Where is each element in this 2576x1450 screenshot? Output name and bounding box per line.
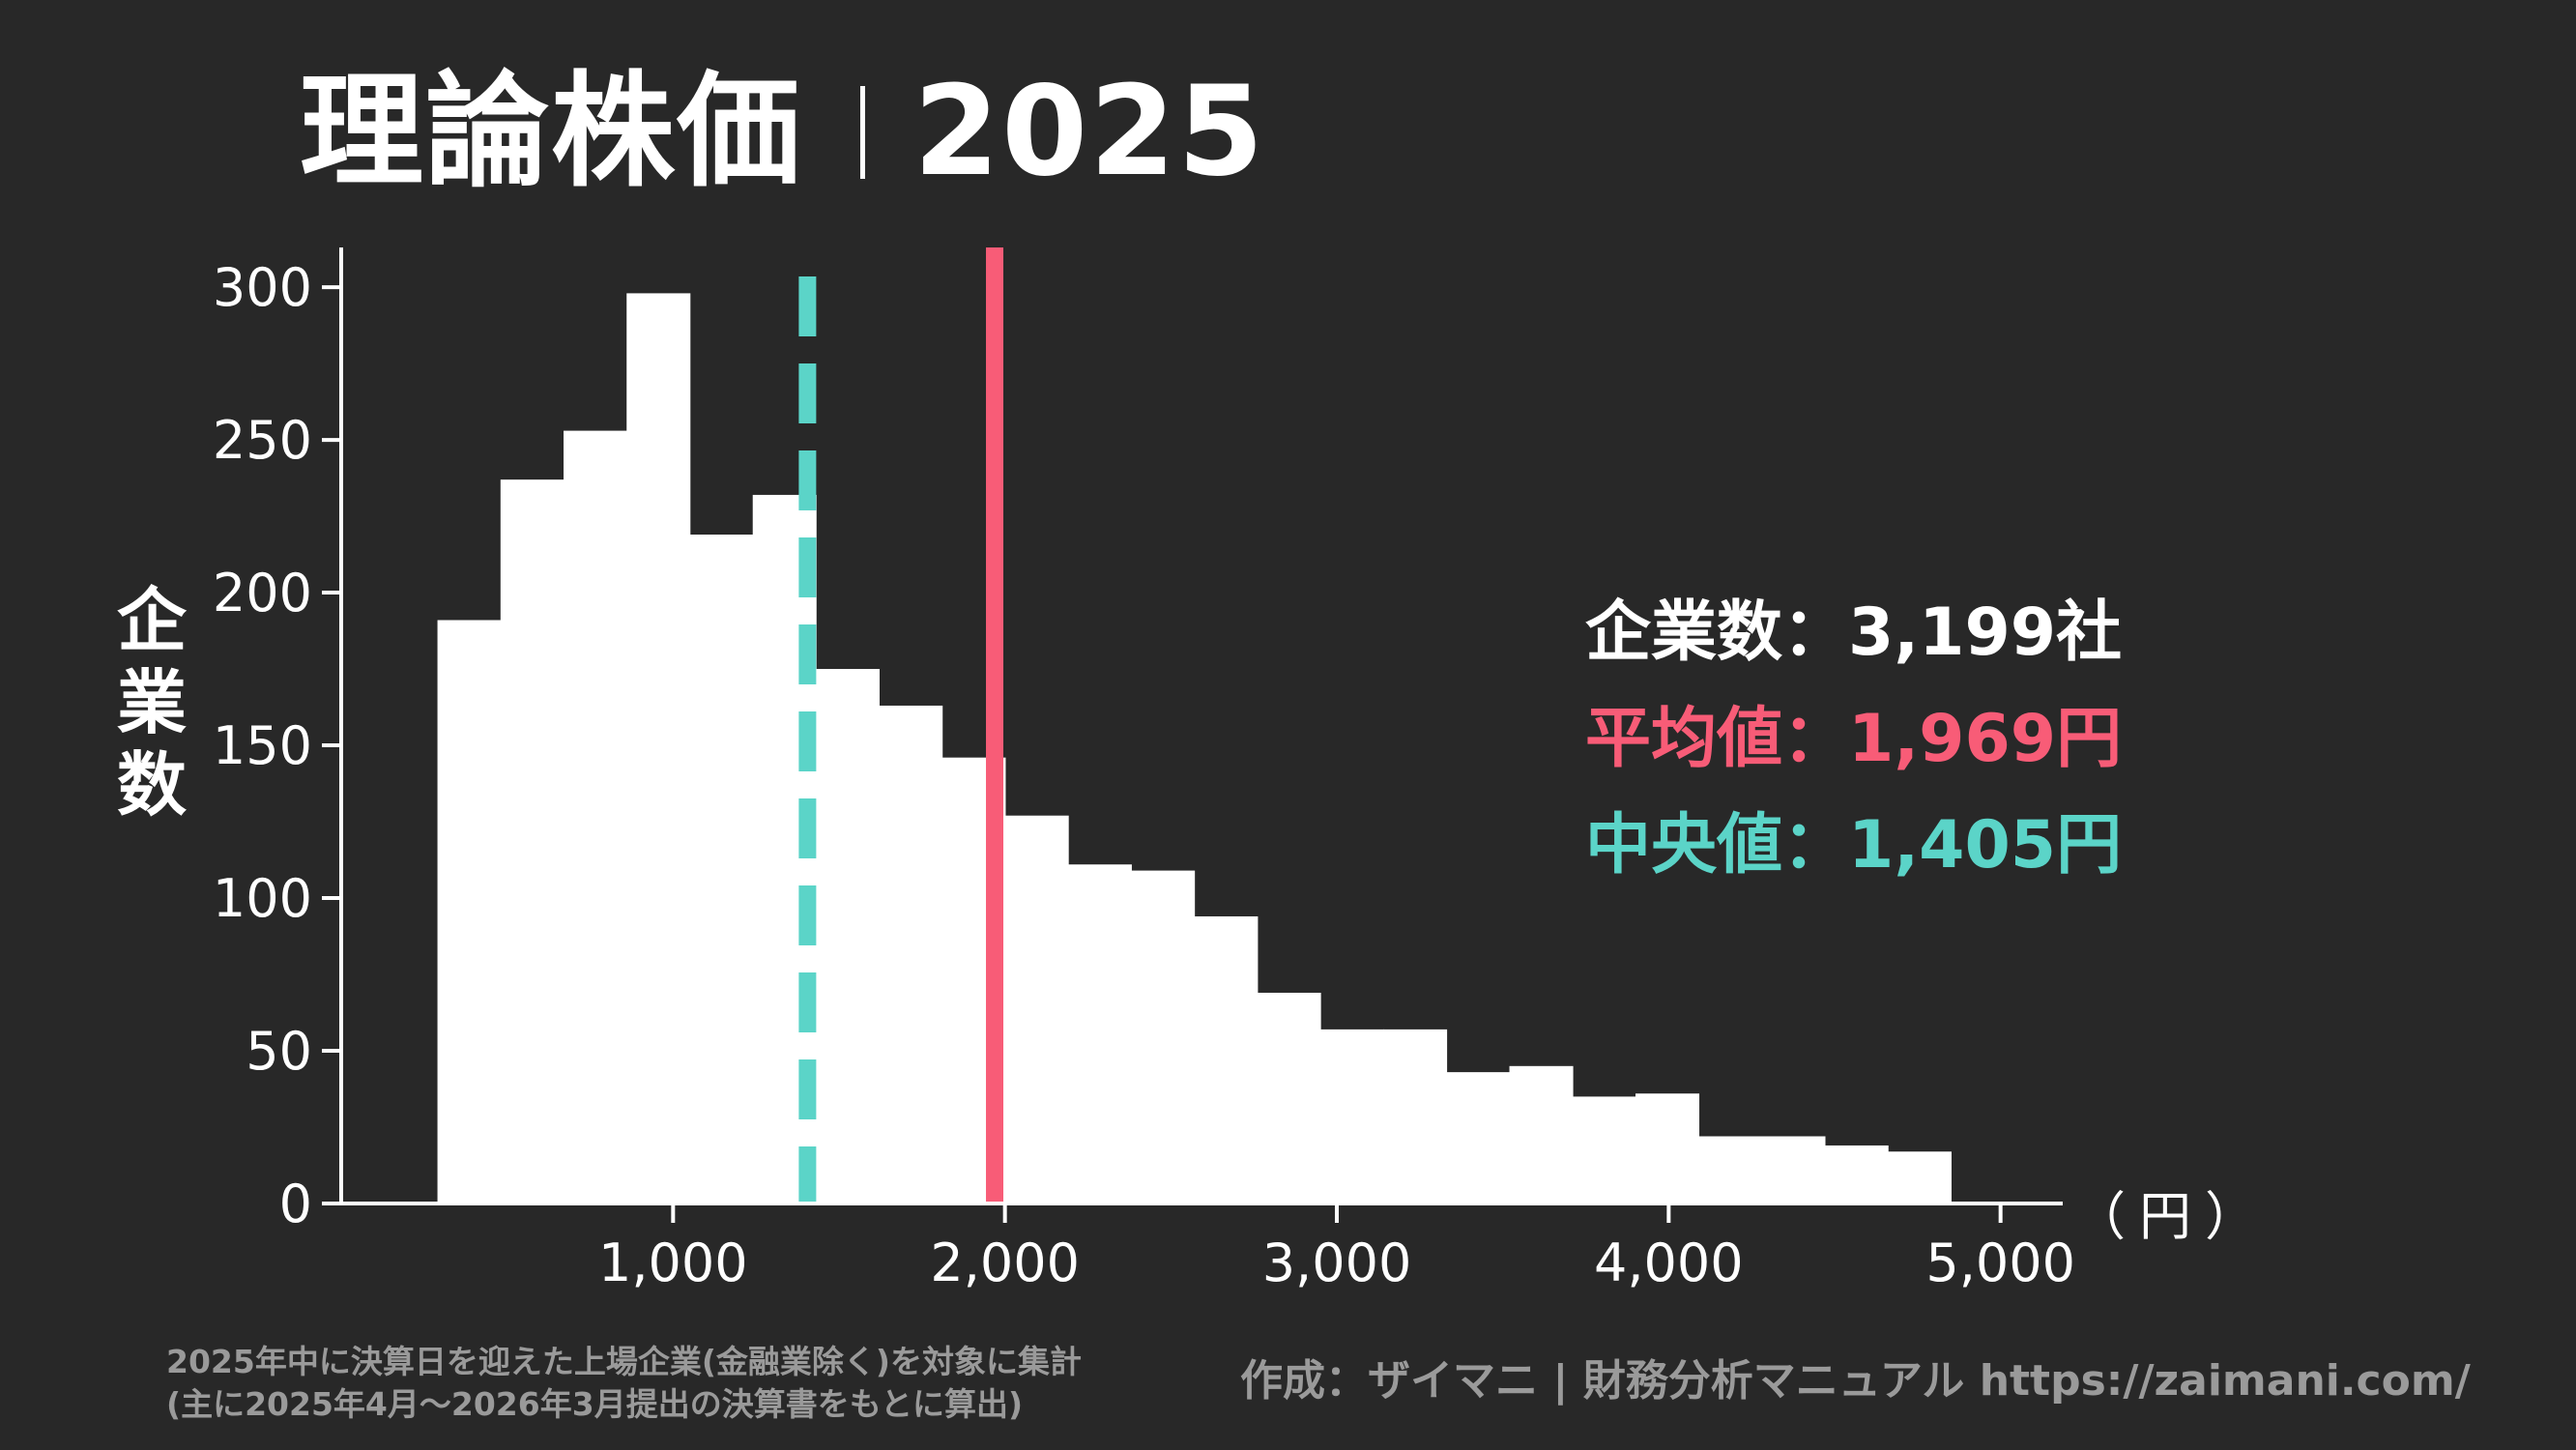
histogram-bar [1572, 1096, 1636, 1204]
histogram-bar [500, 479, 564, 1204]
stat-median: 中央値：1,405円 [1585, 791, 2122, 886]
histogram-bar [564, 430, 628, 1204]
histogram-bar [1698, 1136, 1763, 1204]
footnote-period: (主に2025年4月〜2026年3月提出の決算書をもとに算出) [166, 1385, 1024, 1423]
x-tick-label: 2,000 [930, 1232, 1080, 1293]
y-tick-label: 0 [279, 1174, 312, 1234]
y-axis-label: 企業数 [116, 580, 187, 826]
histogram-bar [689, 535, 754, 1204]
stat-count-value: 3,199社 [1848, 594, 2123, 671]
stat-separator: ： [1782, 594, 1849, 671]
histogram-bar [1887, 1151, 1952, 1204]
histogram-bar [1446, 1072, 1511, 1204]
y-tick-label: 150 [213, 715, 312, 776]
reference-lines [798, 247, 1004, 1204]
stat-mean-label: 平均値 [1585, 701, 1783, 777]
histogram-bar [1383, 1029, 1448, 1204]
stat-median-label: 中央値 [1585, 807, 1783, 884]
y-tick-label: 100 [213, 868, 312, 929]
histogram-bar [1635, 1093, 1700, 1204]
title-year: 2025 [913, 60, 1266, 204]
y-tick-label: 50 [246, 1021, 312, 1082]
x-axis-unit-label: （円） [2073, 1186, 2271, 1247]
stat-count-label: 企業数 [1585, 594, 1783, 671]
x-tick-label: 5,000 [1925, 1232, 2075, 1293]
histogram-bar [815, 669, 880, 1204]
title-main: 理論株価 [300, 60, 803, 204]
stat-separator: ： [1782, 701, 1849, 777]
histogram-bar [1131, 870, 1196, 1204]
y-tick-label: 250 [213, 410, 312, 471]
x-tick-label: 4,000 [1594, 1232, 1744, 1293]
stat-separator: ： [1782, 807, 1849, 884]
tick-labels: 0 50 100 150 200 250 300 1,000 2,000 3,000 4,000 5,… [213, 257, 2075, 1293]
histogram-bar [437, 620, 502, 1204]
x-tick-label: 1,000 [598, 1232, 748, 1293]
histogram-bar [1761, 1136, 1826, 1204]
histogram-bar [1824, 1145, 1889, 1204]
stat-mean-value: 1,969円 [1848, 701, 2123, 777]
x-tick-label: 3,000 [1262, 1232, 1412, 1293]
histogram-bar [1509, 1065, 1574, 1204]
histogram-bar [1257, 992, 1321, 1204]
stat-company-count: 企業数：3,199社 [1585, 578, 2122, 674]
histogram-bar [1194, 915, 1259, 1204]
y-tick-label: 200 [213, 563, 312, 624]
chart-title: 理論株価 2025 [300, 58, 1265, 207]
histogram-bar [1319, 1029, 1384, 1204]
histogram-bar [879, 705, 943, 1204]
histogram-bar [1004, 815, 1069, 1204]
title-separator [860, 85, 866, 179]
axes [322, 247, 2063, 1223]
histogram-bars [437, 293, 1952, 1204]
credit-text: 作成：ザイマニ | 財務分析マニュアル https://zaimani.com/ [1240, 1356, 2471, 1406]
stat-mean: 平均値：1,969円 [1585, 684, 2122, 780]
footnote-scope: 2025年中に決算日を迎えた上場企業(金融業除く)を対象に集計 [166, 1343, 1083, 1380]
histogram-bar [1067, 864, 1132, 1204]
y-tick-label: 300 [213, 257, 312, 318]
stat-median-value: 1,405円 [1848, 807, 2123, 884]
histogram-bar [626, 293, 691, 1204]
